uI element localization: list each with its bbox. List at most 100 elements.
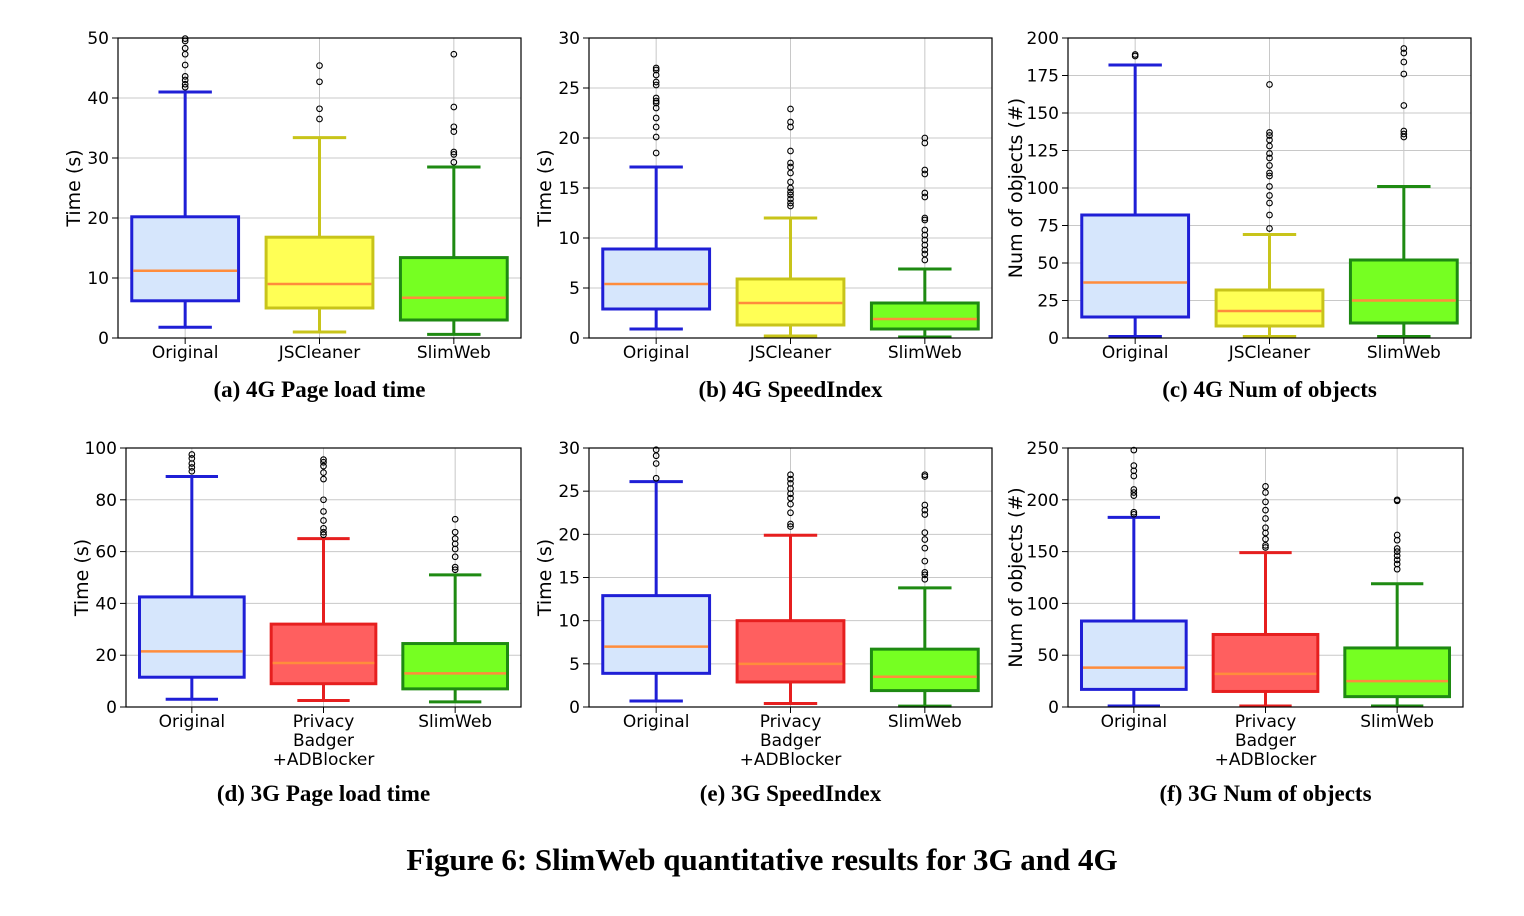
outlier-point xyxy=(652,99,660,107)
outlier-point xyxy=(921,241,929,249)
outlier-point xyxy=(451,553,459,561)
y-tick-label: 30 xyxy=(558,29,580,49)
x-tick-label: Original xyxy=(159,712,226,732)
outlier-point xyxy=(787,123,794,131)
outlier-point xyxy=(181,73,189,80)
y-tick-label: 200 xyxy=(1027,491,1059,511)
y-tick-label: 30 xyxy=(558,439,580,459)
outlier-point xyxy=(1266,183,1273,190)
outlier-point xyxy=(450,50,458,58)
box-iqr xyxy=(869,301,980,331)
box-slimweb xyxy=(1343,496,1452,708)
outlier-point xyxy=(1262,524,1269,532)
y-tick-label: 10 xyxy=(558,229,580,249)
outlier-point xyxy=(181,61,189,69)
outlier-point xyxy=(787,509,794,517)
y-tick-label: 100 xyxy=(1027,594,1059,614)
outlier-point xyxy=(921,568,929,576)
y-tick-label: 20 xyxy=(87,209,109,229)
outlier-point xyxy=(1400,102,1408,109)
outlier-point xyxy=(1266,169,1273,177)
box-iqr xyxy=(1343,646,1452,699)
box-privacy-badger-adblocker xyxy=(735,471,846,706)
x-tick-label: Privacy xyxy=(1235,712,1297,732)
outlier-point xyxy=(787,188,794,196)
chart-panel-f: 0 50 100 150 200 250 Num of objects (#) Origina… xyxy=(1005,439,1464,806)
outlier-point xyxy=(1262,542,1269,549)
outlier-point xyxy=(652,474,660,482)
outlier-point xyxy=(316,62,323,69)
box-iqr xyxy=(398,256,509,322)
y-tick-label: 15 xyxy=(558,569,580,589)
outlier-point xyxy=(316,105,323,113)
outlier-point xyxy=(787,523,794,530)
x-tick-label: SlimWeb xyxy=(417,343,491,363)
y-tick-label: 100 xyxy=(85,439,117,459)
outlier-point xyxy=(921,216,929,224)
x-tick-label: Original xyxy=(1101,712,1168,732)
outlier-point xyxy=(451,528,459,536)
outlier-point xyxy=(188,464,196,471)
outlier-point xyxy=(652,71,660,79)
box-original xyxy=(1080,51,1191,338)
box-slimweb xyxy=(398,50,509,336)
outlier-point xyxy=(1130,462,1138,469)
x-tick-label: JSCleaner xyxy=(749,343,832,363)
outlier-point xyxy=(320,475,327,483)
y-tick-label: 20 xyxy=(558,129,580,149)
y-tick-label: 5 xyxy=(569,655,580,675)
outlier-point xyxy=(921,170,929,178)
y-axis-label: Time (s) xyxy=(71,539,93,617)
outlier-point xyxy=(652,123,660,131)
outlier-point xyxy=(1262,544,1269,551)
outlier-point xyxy=(1130,492,1138,500)
y-tick-label: 150 xyxy=(1027,543,1059,563)
outlier-point xyxy=(188,455,196,462)
box-slimweb xyxy=(401,515,510,704)
outlier-point xyxy=(652,94,660,102)
box-iqr xyxy=(1211,632,1320,693)
y-tick-label: 125 xyxy=(1027,142,1059,162)
outlier-point xyxy=(1262,515,1269,522)
box-iqr xyxy=(1080,213,1191,319)
outlier-point xyxy=(787,195,794,203)
box-original xyxy=(601,64,712,331)
outlier-point xyxy=(652,446,660,454)
chart-panel-a: 0 10 20 30 40 50 Time (s) Original JSCleaner Slim… xyxy=(63,29,522,402)
outlier-point xyxy=(652,97,660,105)
x-tick-label: Badger xyxy=(293,731,354,751)
y-tick-label: 75 xyxy=(1037,217,1059,237)
outlier-point xyxy=(652,64,660,72)
outlier-point xyxy=(921,250,929,258)
outlier-point xyxy=(1400,70,1408,78)
outlier-point xyxy=(1393,496,1401,504)
outlier-point xyxy=(1130,510,1138,518)
box-original xyxy=(601,446,712,703)
outlier-point xyxy=(1262,535,1269,543)
figure-caption: Figure 6: SlimWeb quantitative results f… xyxy=(406,842,1118,877)
x-tick-label: SlimWeb xyxy=(418,712,492,732)
outlier-point xyxy=(1393,556,1401,564)
chart-caption: (f) 3G Num of objects xyxy=(1159,781,1371,806)
y-tick-label: 25 xyxy=(558,79,580,99)
outlier-point xyxy=(1266,154,1273,162)
outlier-point xyxy=(1262,498,1269,506)
outlier-point xyxy=(921,544,929,552)
y-tick-label: 200 xyxy=(1027,29,1059,49)
box-jscleaner xyxy=(264,62,375,334)
outlier-point xyxy=(921,471,929,479)
y-tick-label: 60 xyxy=(95,543,117,563)
outlier-point xyxy=(1400,58,1408,66)
box-original xyxy=(1079,446,1188,708)
outlier-point xyxy=(652,66,660,74)
outlier-point xyxy=(1130,489,1138,496)
outlier-point xyxy=(1393,552,1401,560)
x-tick-label: Privacy xyxy=(760,712,822,732)
outlier-point xyxy=(921,134,929,142)
x-tick-label: Original xyxy=(623,712,690,732)
outlier-point xyxy=(320,496,327,504)
y-tick-label: 40 xyxy=(87,89,109,109)
y-tick-label: 50 xyxy=(1037,646,1059,666)
y-tick-label: 15 xyxy=(558,179,580,199)
box-iqr xyxy=(735,619,846,684)
